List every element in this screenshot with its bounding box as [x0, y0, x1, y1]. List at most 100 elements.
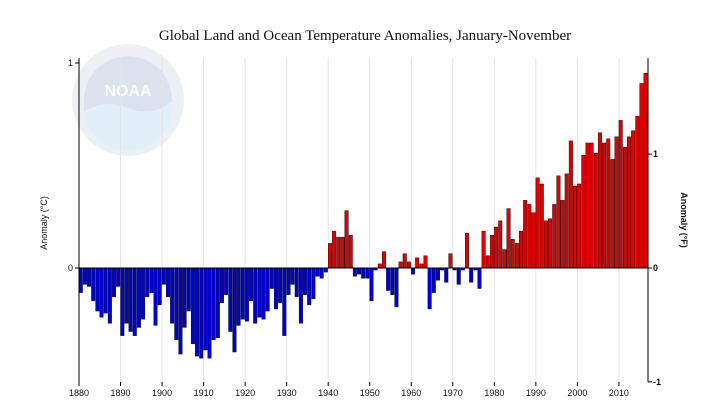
left-tick-label: 1: [68, 58, 73, 68]
bar-1940: [328, 243, 332, 269]
bar-1943: [340, 237, 345, 269]
bar-1920: [244, 267, 249, 322]
bar-1979: [489, 234, 494, 269]
bar-1987: [523, 200, 528, 269]
bar-1942: [336, 237, 341, 269]
bar-1953: [381, 251, 386, 269]
bar-1880: [78, 267, 83, 293]
bar-1939: [323, 267, 328, 273]
left-y-ticks: 10: [68, 58, 79, 273]
bar-1945: [348, 234, 353, 269]
right-y-axis-label: Anomaly (°F): [679, 192, 689, 248]
bar-1937: [315, 267, 320, 277]
bar-2010: [618, 120, 623, 269]
bar-1961: [415, 257, 420, 269]
bar-2002: [585, 142, 590, 269]
bar-1925: [265, 267, 270, 312]
bar-1992: [543, 220, 548, 269]
bar-1978: [485, 255, 490, 269]
bar-series: [78, 73, 648, 359]
bar-1993: [548, 218, 553, 269]
x-tick-label-2000: 2000: [567, 388, 587, 398]
bar-1909: [199, 267, 204, 359]
bar-1926: [269, 267, 274, 289]
bar-2001: [581, 155, 586, 269]
bar-1982: [502, 249, 507, 269]
bar-1891: [124, 267, 129, 324]
x-tick-label-1930: 1930: [277, 388, 297, 398]
x-tick-label-1960: 1960: [401, 388, 421, 398]
bar-1985: [514, 243, 519, 269]
bar-1991: [539, 183, 544, 269]
bar-1919: [240, 267, 245, 320]
bar-2006: [602, 142, 607, 269]
x-tick-label-1990: 1990: [526, 388, 546, 398]
bar-1981: [498, 220, 503, 269]
bar-1958: [402, 253, 407, 269]
bar-1994: [552, 204, 557, 269]
bar-1941: [332, 230, 337, 269]
bar-1998: [568, 140, 573, 269]
bar-1906: [186, 267, 191, 312]
x-tick-label-1920: 1920: [235, 388, 255, 398]
right-y-ticks: 1 0 -1: [648, 149, 661, 387]
bar-1964: [427, 267, 432, 310]
bar-1960: [411, 267, 416, 275]
bar-1995: [556, 175, 561, 269]
bar-1949: [365, 267, 370, 279]
bar-1933: [298, 267, 303, 324]
chart-title: Global Land and Ocean Temperature Anomal…: [159, 28, 571, 44]
x-tick-label-1940: 1940: [318, 388, 338, 398]
bar-1935: [307, 267, 312, 306]
bar-1899: [157, 267, 162, 306]
bar-2009: [614, 136, 619, 269]
bar-1944: [344, 210, 349, 269]
bar-1892: [128, 267, 133, 332]
bar-1922: [253, 267, 258, 324]
bar-1986: [519, 230, 523, 269]
bar-1924: [261, 267, 266, 320]
bar-1890: [120, 267, 125, 336]
bar-1957: [398, 261, 403, 269]
bar-2005: [597, 132, 602, 269]
bar-1916: [228, 267, 233, 332]
right-tick-label: 1: [653, 149, 658, 159]
bar-1884: [95, 267, 100, 312]
bar-1952: [377, 263, 382, 269]
bar-1956: [394, 267, 399, 308]
bar-1946: [352, 267, 357, 277]
bar-1927: [274, 267, 278, 310]
bar-1934: [303, 267, 308, 295]
bar-1894: [136, 267, 141, 328]
bar-1963: [423, 255, 428, 269]
bar-1888: [112, 267, 116, 297]
bar-1974: [469, 267, 474, 283]
bar-1969: [448, 253, 453, 269]
bar-1988: [527, 204, 532, 269]
bar-1923: [257, 267, 262, 318]
bar-1996: [560, 200, 565, 269]
noaa-watermark-text: NOAA: [104, 83, 152, 100]
bar-1898: [153, 267, 158, 326]
bar-2012: [627, 136, 631, 269]
bar-1896: [145, 267, 150, 297]
bar-1889: [116, 267, 121, 287]
bar-1885: [99, 267, 104, 318]
x-tick-label-1950: 1950: [360, 388, 380, 398]
bar-1931: [290, 267, 295, 285]
bar-1897: [149, 267, 154, 293]
bar-1882: [87, 267, 92, 287]
bar-2000: [577, 183, 582, 269]
bar-1886: [103, 267, 108, 314]
bar-1902: [170, 267, 175, 324]
bar-1883: [91, 267, 96, 301]
bar-1932: [294, 267, 299, 297]
bar-1980: [494, 226, 499, 269]
bar-1910: [203, 267, 208, 351]
bar-1904: [178, 267, 183, 355]
bar-1895: [141, 267, 146, 320]
bar-1901: [166, 267, 170, 297]
bar-1999: [573, 185, 577, 269]
bar-2014: [635, 116, 640, 269]
